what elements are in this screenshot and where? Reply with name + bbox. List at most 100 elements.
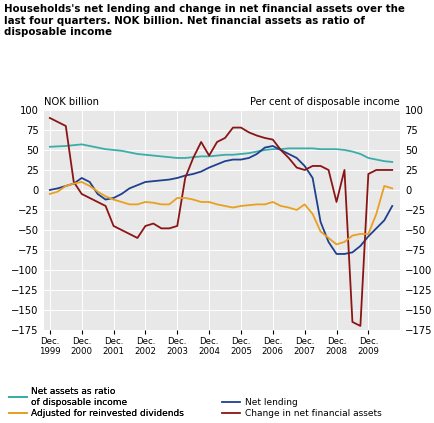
Adjusted for reinvested dividends: [206, 199, 211, 204]
Net lending: [373, 226, 378, 231]
Net assets as ratio
of disposable income: [293, 146, 299, 151]
Line: Adjusted for reinvested dividends: Adjusted for reinvested dividends: [50, 182, 391, 244]
Net assets as ratio
of disposable income: [238, 151, 243, 157]
Net assets as ratio
of disposable income: [206, 154, 211, 159]
Net assets as ratio
of disposable income: [246, 151, 251, 156]
Net lending: [127, 186, 132, 191]
Net lending: [206, 165, 211, 170]
Net lending: [47, 187, 53, 192]
Change in net financial assets: [389, 168, 394, 173]
Net assets as ratio
of disposable income: [309, 146, 315, 151]
Net assets as ratio
of disposable income: [341, 148, 346, 153]
Change in net financial assets: [246, 130, 251, 135]
Net lending: [79, 176, 84, 181]
Adjusted for reinvested dividends: [47, 192, 53, 197]
Adjusted for reinvested dividends: [349, 233, 354, 238]
Net assets as ratio
of disposable income: [373, 157, 378, 162]
Net assets as ratio
of disposable income: [118, 148, 124, 153]
Change in net financial assets: [277, 148, 283, 153]
Adjusted for reinvested dividends: [277, 203, 283, 209]
Change in net financial assets: [357, 324, 362, 329]
Net lending: [286, 151, 291, 157]
Net lending: [111, 195, 116, 201]
Net assets as ratio
of disposable income: [262, 148, 267, 153]
Net lending: [270, 143, 275, 148]
Net assets as ratio
of disposable income: [79, 142, 84, 147]
Adjusted for reinvested dividends: [365, 231, 370, 236]
Legend: Net assets as ratio
of disposable income, Adjusted for reinvested dividends: Net assets as ratio of disposable income…: [9, 387, 184, 418]
Text: NOK billion: NOK billion: [43, 97, 98, 107]
Net assets as ratio
of disposable income: [214, 153, 219, 158]
Adjusted for reinvested dividends: [118, 199, 124, 204]
Net assets as ratio
of disposable income: [71, 143, 76, 148]
Adjusted for reinvested dividends: [238, 203, 243, 209]
Line: Net assets as ratio
of disposable income: Net assets as ratio of disposable income: [50, 144, 391, 162]
Net assets as ratio
of disposable income: [87, 143, 92, 148]
Change in net financial assets: [214, 140, 219, 145]
Net lending: [151, 179, 156, 184]
Net lending: [365, 234, 370, 239]
Net assets as ratio
of disposable income: [317, 147, 322, 152]
Net lending: [309, 176, 315, 181]
Change in net financial assets: [118, 228, 124, 233]
Net assets as ratio
of disposable income: [325, 147, 330, 152]
Net lending: [166, 177, 171, 182]
Adjusted for reinvested dividends: [214, 202, 219, 207]
Adjusted for reinvested dividends: [63, 184, 68, 189]
Net lending: [333, 251, 339, 256]
Change in net financial assets: [317, 163, 322, 168]
Net assets as ratio
of disposable income: [182, 155, 187, 160]
Adjusted for reinvested dividends: [333, 242, 339, 247]
Adjusted for reinvested dividends: [135, 202, 140, 207]
Adjusted for reinvested dividends: [357, 231, 362, 236]
Adjusted for reinvested dividends: [174, 195, 180, 201]
Net lending: [349, 250, 354, 255]
Net lending: [182, 173, 187, 178]
Net lending: [341, 251, 346, 256]
Adjusted for reinvested dividends: [246, 203, 251, 208]
Net assets as ratio
of disposable income: [230, 152, 235, 157]
Net lending: [103, 197, 108, 202]
Adjusted for reinvested dividends: [103, 194, 108, 199]
Net assets as ratio
of disposable income: [365, 155, 370, 160]
Change in net financial assets: [190, 155, 195, 160]
Change in net financial assets: [198, 140, 203, 145]
Adjusted for reinvested dividends: [286, 205, 291, 210]
Change in net financial assets: [111, 223, 116, 228]
Adjusted for reinvested dividends: [373, 212, 378, 217]
Net lending: [389, 203, 394, 209]
Adjusted for reinvested dividends: [262, 202, 267, 207]
Change in net financial assets: [206, 153, 211, 158]
Net assets as ratio
of disposable income: [357, 151, 362, 157]
Change in net financial assets: [309, 163, 315, 168]
Adjusted for reinvested dividends: [293, 207, 299, 212]
Adjusted for reinvested dividends: [182, 195, 187, 201]
Adjusted for reinvested dividends: [230, 205, 235, 210]
Adjusted for reinvested dividends: [158, 202, 164, 207]
Change in net financial assets: [127, 231, 132, 236]
Net assets as ratio
of disposable income: [127, 150, 132, 155]
Adjusted for reinvested dividends: [151, 200, 156, 205]
Net lending: [222, 159, 227, 164]
Change in net financial assets: [95, 199, 100, 204]
Net lending: [71, 181, 76, 186]
Net assets as ratio
of disposable income: [277, 147, 283, 152]
Net assets as ratio
of disposable income: [151, 153, 156, 158]
Adjusted for reinvested dividends: [222, 203, 227, 209]
Change in net financial assets: [47, 115, 53, 121]
Net assets as ratio
of disposable income: [222, 152, 227, 157]
Net lending: [357, 243, 362, 248]
Adjusted for reinvested dividends: [198, 199, 203, 204]
Adjusted for reinvested dividends: [381, 184, 386, 189]
Adjusted for reinvested dividends: [127, 202, 132, 207]
Change in net financial assets: [373, 168, 378, 173]
Net lending: [63, 184, 68, 189]
Net assets as ratio
of disposable income: [135, 151, 140, 157]
Change in net financial assets: [158, 226, 164, 231]
Change in net financial assets: [254, 133, 259, 138]
Change in net financial assets: [286, 155, 291, 160]
Net lending: [381, 218, 386, 223]
Net assets as ratio
of disposable income: [301, 146, 306, 151]
Net lending: [238, 157, 243, 162]
Net lending: [277, 148, 283, 153]
